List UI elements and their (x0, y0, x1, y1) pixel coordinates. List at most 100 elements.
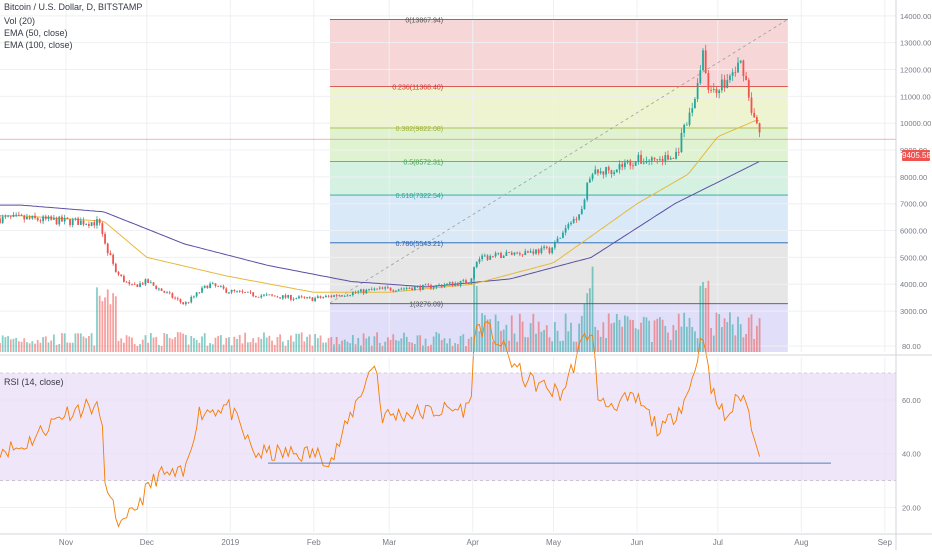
volume-bar-120 (322, 342, 325, 352)
candle-body-113 (303, 296, 306, 298)
candle-body-66 (176, 298, 179, 300)
candle-body-96 (257, 296, 260, 298)
volume-bar-144 (386, 337, 389, 352)
volume-bar-155 (416, 335, 419, 352)
candle-body-181 (486, 255, 489, 260)
fib-label-4: 0.618(7322.54) (396, 193, 443, 200)
fib-band-2 (329, 127, 788, 162)
candle-body-168 (451, 282, 454, 286)
rsi-legend[interactable]: RSI (14, close) (4, 377, 64, 387)
ema50-legend[interactable]: EMA (50, close) (4, 28, 68, 38)
volume-bar-95 (254, 342, 257, 352)
candle-body-194 (521, 254, 524, 256)
candle-body-87 (233, 289, 236, 292)
volume-bar-213 (572, 341, 575, 352)
volume-bar-6 (15, 337, 18, 352)
candle-body-206 (553, 241, 556, 248)
candle-body-174 (467, 283, 470, 285)
volume-bar-160 (430, 344, 432, 352)
price-tick-label: 3000.00 (900, 307, 927, 316)
volume-bar-220 (591, 266, 594, 352)
candle-body-261 (702, 50, 704, 71)
volume-bar-91 (244, 332, 247, 352)
volume-bar-135 (362, 333, 365, 352)
candle-body-213 (572, 218, 575, 223)
candle-body-98 (263, 294, 265, 296)
candle-body-212 (570, 222, 572, 225)
candle-body-30 (79, 220, 82, 225)
price-tick-label: 12000.00 (900, 66, 931, 75)
time-tick-label: Apr (466, 538, 479, 547)
volume-bar-278 (747, 317, 750, 352)
candle-body-82 (219, 286, 222, 288)
candle-body-214 (575, 218, 578, 220)
volume-bar-41 (109, 304, 112, 352)
candle-body-97 (260, 295, 263, 298)
candle-body-244 (656, 159, 659, 160)
candle-body-209 (562, 232, 564, 238)
candle-body-157 (421, 284, 424, 290)
fib-band-4 (329, 195, 788, 243)
volume-bar-2 (4, 337, 7, 352)
candle-body-4 (9, 215, 12, 217)
volume-bar-239 (642, 316, 645, 352)
candle-body-146 (392, 290, 395, 292)
time-tick-label: Jul (713, 538, 723, 547)
volume-bar-229 (615, 313, 618, 352)
candle-body-25 (66, 217, 69, 220)
volume-bar-172 (462, 334, 465, 352)
candle-body-10 (26, 216, 28, 220)
volume-bar-48 (128, 336, 131, 352)
candle-body-262 (704, 50, 707, 74)
volume-bar-142 (381, 345, 384, 352)
volume-bar-159 (427, 345, 430, 352)
candle-body-164 (440, 284, 443, 287)
time-tick-label: Nov (59, 538, 73, 547)
volume-bar-9 (23, 338, 26, 352)
price-tick-label: 7000.00 (900, 200, 927, 209)
rsi-band-fill (0, 373, 896, 481)
time-tick-label: Jun (631, 538, 644, 547)
candle-body-55 (147, 279, 150, 283)
candle-body-207 (556, 238, 559, 242)
ema100-legend[interactable]: EMA (100, close) (4, 40, 73, 50)
candle-body-49 (131, 283, 133, 285)
candle-body-31 (82, 220, 85, 225)
candle-body-199 (535, 249, 537, 254)
volume-bar-29 (77, 333, 80, 352)
volume-bar-18 (47, 342, 50, 352)
candle-body-60 (160, 288, 163, 291)
candle-body-131 (351, 292, 354, 296)
price-tick-label: 6000.00 (900, 227, 927, 236)
candle-body-134 (360, 289, 362, 292)
volume-bar-143 (384, 341, 387, 352)
volume-bar-134 (360, 345, 362, 352)
candle-body-100 (268, 294, 271, 296)
volume-bar-53 (141, 339, 144, 352)
candle-body-184 (494, 253, 497, 257)
candle-body-242 (650, 157, 653, 161)
volume-bar-228 (613, 322, 616, 352)
candle-body-72 (193, 296, 195, 298)
candle-body-79 (211, 283, 214, 285)
candle-body-253 (680, 132, 683, 152)
volume-bar-249 (669, 339, 672, 352)
volume-bar-85 (228, 337, 230, 352)
volume-bar-216 (580, 315, 583, 352)
volume-bar-81 (217, 335, 220, 352)
candle-body-117 (314, 298, 317, 301)
candle-body-263 (707, 73, 710, 90)
volume-legend[interactable]: Vol (20) (4, 16, 36, 26)
volume-bar-254 (683, 312, 686, 352)
candle-body-34 (90, 222, 93, 226)
volume-bar-52 (139, 344, 141, 352)
candle-body-59 (158, 288, 160, 290)
candle-body-133 (357, 291, 360, 293)
volume-bar-10 (26, 342, 28, 352)
volume-bar-42 (112, 293, 115, 352)
candle-body-231 (621, 164, 624, 167)
volume-bar-200 (537, 321, 540, 352)
